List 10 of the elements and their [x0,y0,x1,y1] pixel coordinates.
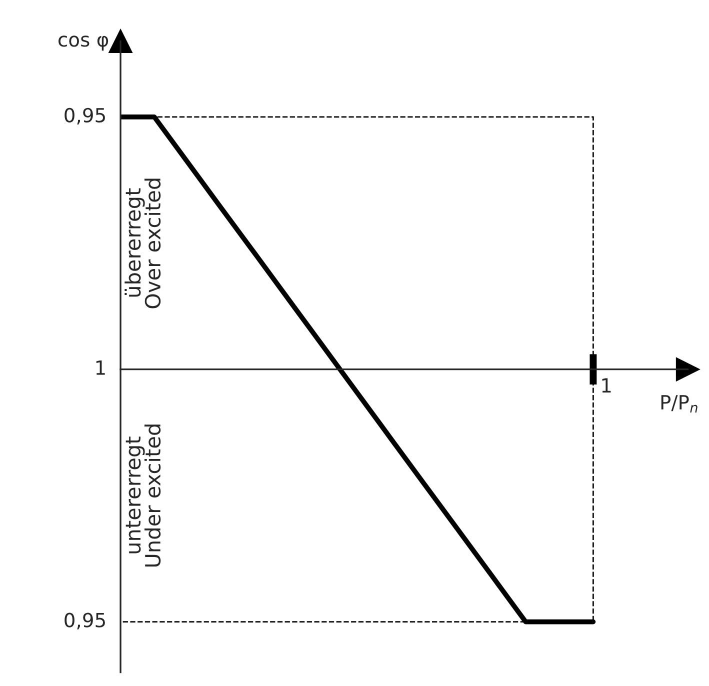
text: 0,95 [64,108,105,125]
annotation: Over excited [144,178,161,308]
annotation: untererregt [126,436,145,554]
annotation: Under excited [144,424,161,567]
x-axis-title: P/P$_{n}$ [661,395,698,413]
text: 1 [96,360,105,375]
text: 0,95 [64,612,105,630]
annotation: übererregt [124,188,145,297]
text: 1 [602,378,611,392]
y-axis-title: cos φ [58,36,108,51]
